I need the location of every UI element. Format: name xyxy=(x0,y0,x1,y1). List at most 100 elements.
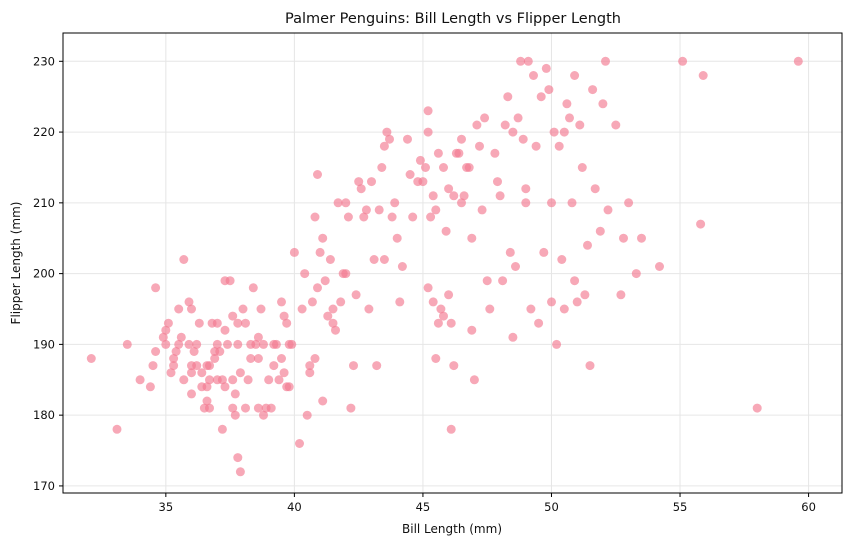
data-point xyxy=(169,361,179,371)
data-point xyxy=(313,170,322,179)
data-point xyxy=(184,339,194,349)
data-point xyxy=(205,403,214,413)
data-point xyxy=(318,396,328,406)
data-point xyxy=(243,375,253,385)
data-point xyxy=(449,361,459,371)
data-point xyxy=(423,127,433,137)
data-point xyxy=(163,318,173,328)
data-point xyxy=(343,212,353,222)
data-point xyxy=(220,325,230,335)
data-point xyxy=(184,297,194,307)
data-point xyxy=(228,375,238,385)
data-point xyxy=(567,198,577,208)
data-point xyxy=(541,63,551,73)
data-point xyxy=(197,368,207,378)
data-point xyxy=(338,269,348,279)
data-point xyxy=(426,212,436,222)
data-point xyxy=(377,163,387,172)
data-point xyxy=(423,106,433,116)
data-point xyxy=(277,297,286,307)
data-point xyxy=(169,354,179,363)
data-point xyxy=(215,347,225,356)
data-point xyxy=(439,163,448,172)
data-point xyxy=(151,347,161,356)
data-point xyxy=(302,410,312,420)
y-tick-label: 210 xyxy=(33,196,55,210)
data-point xyxy=(174,339,184,349)
data-point xyxy=(217,424,227,434)
data-point xyxy=(390,198,400,208)
data-point xyxy=(678,56,688,66)
data-point xyxy=(192,361,202,371)
data-point xyxy=(346,403,356,413)
data-point xyxy=(513,113,523,123)
data-point xyxy=(187,389,196,399)
data-point xyxy=(493,177,502,187)
data-point xyxy=(469,375,479,385)
data-point xyxy=(333,198,343,208)
data-point xyxy=(323,311,333,321)
data-point xyxy=(534,318,544,328)
data-point xyxy=(235,467,245,477)
data-point xyxy=(575,120,585,130)
data-point xyxy=(259,410,268,420)
data-point xyxy=(539,247,549,257)
data-point xyxy=(444,184,454,194)
data-point xyxy=(500,120,510,130)
data-point xyxy=(331,325,340,335)
y-tick-label: 170 xyxy=(33,479,55,493)
data-point xyxy=(624,198,634,208)
data-point xyxy=(413,177,423,187)
data-point xyxy=(220,382,230,392)
data-point xyxy=(253,332,263,342)
data-point xyxy=(457,134,466,144)
data-point xyxy=(508,332,518,342)
data-point xyxy=(202,382,212,392)
x-tick-label: 50 xyxy=(544,500,559,514)
data-point xyxy=(433,318,443,328)
data-point xyxy=(523,56,533,66)
x-tick-label: 60 xyxy=(801,500,816,514)
data-point xyxy=(467,325,477,335)
data-point xyxy=(307,297,317,307)
data-point xyxy=(385,134,394,144)
data-point xyxy=(349,361,358,371)
data-point xyxy=(395,297,405,307)
data-point xyxy=(485,304,495,314)
data-point xyxy=(752,403,762,413)
chart-title: Palmer Penguins: Bill Length vs Flipper … xyxy=(285,11,621,27)
data-point xyxy=(359,212,369,222)
data-point xyxy=(187,368,196,378)
data-point xyxy=(228,403,238,413)
data-point xyxy=(475,141,484,151)
data-point xyxy=(598,99,608,109)
data-point xyxy=(341,198,351,208)
data-point xyxy=(549,127,559,137)
data-point xyxy=(145,382,155,392)
data-point xyxy=(382,127,392,137)
y-tick-label: 220 xyxy=(33,125,55,139)
data-point xyxy=(176,332,186,342)
data-point xyxy=(354,177,364,187)
data-point xyxy=(518,134,528,144)
data-point xyxy=(328,304,338,314)
data-point xyxy=(297,304,307,314)
data-point xyxy=(508,127,518,137)
data-point xyxy=(194,318,204,328)
data-point xyxy=(477,205,487,215)
data-point xyxy=(241,403,250,413)
data-point xyxy=(205,375,214,385)
data-point xyxy=(565,113,574,123)
data-point xyxy=(233,318,243,328)
data-point xyxy=(256,304,266,314)
data-point xyxy=(397,262,407,271)
data-point xyxy=(449,191,459,201)
data-point xyxy=(356,184,366,194)
x-axis: 35 40 45 50 55 60 xyxy=(159,493,816,514)
data-point xyxy=(531,141,541,151)
data-point xyxy=(559,127,569,137)
data-point xyxy=(387,212,397,222)
data-point xyxy=(274,375,284,385)
data-point xyxy=(230,389,240,399)
data-point xyxy=(503,92,513,102)
